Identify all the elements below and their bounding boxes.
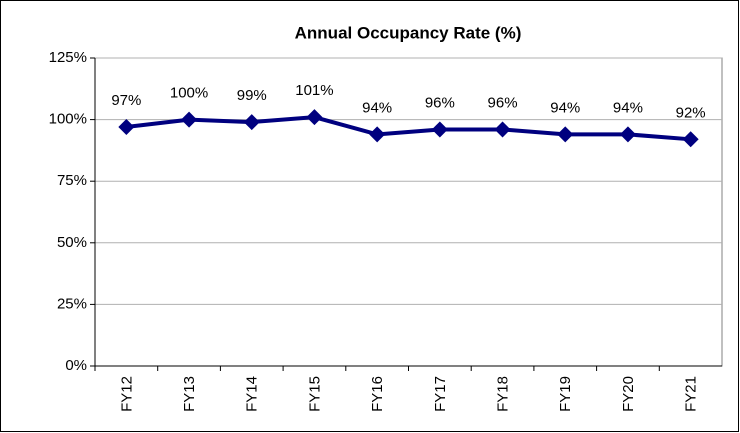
x-tick-label: FY21 xyxy=(683,376,700,412)
data-label: 92% xyxy=(676,104,706,121)
x-tick-label: FY16 xyxy=(369,376,386,412)
data-label: 94% xyxy=(613,99,643,116)
marker xyxy=(431,121,448,138)
data-label: 99% xyxy=(237,87,267,104)
data-label: 100% xyxy=(170,85,208,102)
x-tick-label: FY17 xyxy=(432,376,449,412)
marker xyxy=(557,126,574,143)
x-tick-label: FY14 xyxy=(244,376,261,412)
x-tick-label: FY12 xyxy=(118,376,135,412)
line xyxy=(126,115,691,142)
y-tick-label: 125% xyxy=(49,49,87,66)
data-label: 96% xyxy=(488,94,518,111)
y-tick-label: 25% xyxy=(57,295,87,312)
data-label: 94% xyxy=(550,99,580,116)
y-tick-label: 75% xyxy=(57,172,87,189)
x-tick-label: FY13 xyxy=(181,376,198,412)
marker xyxy=(494,121,511,138)
marker xyxy=(306,109,323,126)
marker xyxy=(619,126,636,143)
marker xyxy=(118,118,135,135)
marker xyxy=(369,126,386,143)
x-tick-label: FY19 xyxy=(557,376,574,412)
x-tick-label: FY15 xyxy=(306,376,323,412)
data-label: 101% xyxy=(295,82,333,99)
y-tick-label: 100% xyxy=(49,111,87,128)
data-label: 94% xyxy=(362,99,392,116)
x-tick-label: FY18 xyxy=(495,376,512,412)
data-label: 97% xyxy=(111,92,141,109)
marker xyxy=(682,131,699,148)
data-label: 96% xyxy=(425,94,455,111)
chart-title: Annual Occupancy Rate (%) xyxy=(295,23,522,42)
x-tick-label: FY20 xyxy=(620,376,637,412)
marker xyxy=(243,114,260,131)
y-tick-label: 50% xyxy=(57,234,87,251)
marker xyxy=(181,111,198,128)
y-tick-label: 0% xyxy=(65,357,87,374)
